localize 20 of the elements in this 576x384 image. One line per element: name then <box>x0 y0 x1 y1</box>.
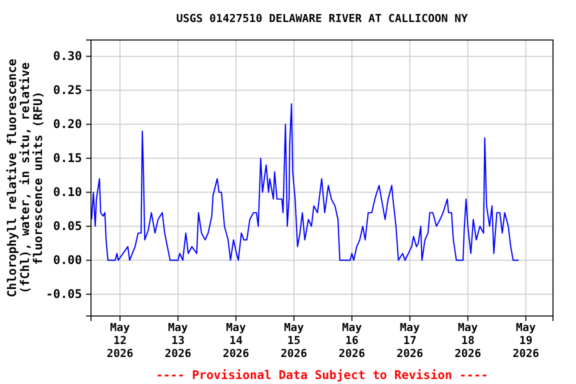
x-tick-label: May 19 2026 <box>512 321 540 360</box>
line-series <box>91 103 520 261</box>
x-tick-label: May 13 2026 <box>164 321 192 360</box>
y-tick-label: 0.20 <box>53 117 82 132</box>
x-tick-label: May 16 2026 <box>338 321 366 360</box>
x-tick-label: May 17 2026 <box>396 321 424 360</box>
x-tick-label: May 12 2026 <box>106 321 134 360</box>
x-tick-label: May 15 2026 <box>280 321 308 360</box>
y-tick-label: 0.05 <box>53 219 82 234</box>
y-tick-label: 0.15 <box>53 151 82 166</box>
y-tick-label: 0.00 <box>53 253 82 268</box>
x-tick-label: May 18 2026 <box>454 321 482 360</box>
y-axis-title: Chlorophyll relative fluorescence (fChl), water, in situ, relative fluorescence units (RFU) <box>5 58 45 298</box>
text: ---- Provisional Data Subject to Revision ---- <box>156 368 488 382</box>
x-tick-label: May 14 2026 <box>222 321 250 360</box>
y-tick-label: 0.30 <box>53 49 82 64</box>
y-tick-label: -0.05 <box>46 287 82 302</box>
y-tick-label: 0.25 <box>53 83 82 98</box>
y-tick-label: 0.10 <box>53 185 82 200</box>
chart-title: USGS 01427510 DELAWARE RIVER AT CALLICOON NY <box>176 12 468 25</box>
